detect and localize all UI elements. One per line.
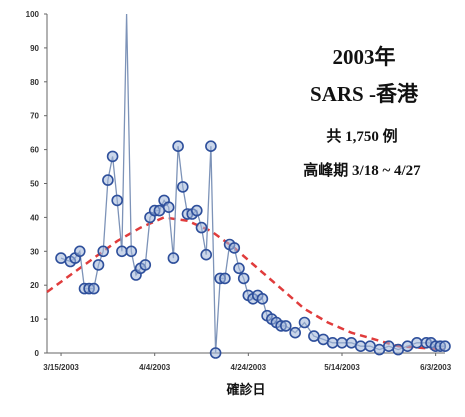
x-axis-ticks: 3/15/2003 4/4/2003 4/24/2003 5/14/2003 6/3/2…	[43, 353, 452, 372]
daily-cases-point	[401, 340, 414, 353]
daily-cases-point	[256, 292, 269, 305]
y-tick-label: 100	[26, 10, 40, 19]
daily-cases-point	[205, 140, 217, 152]
daily-cases-point	[392, 343, 405, 356]
annotation-block: 2003年 SARS -香港 共 1,750 例 高峰期 3/18 ~ 4/27	[303, 45, 421, 179]
daily-cases-point	[139, 259, 152, 271]
daily-cases-point	[345, 336, 358, 349]
daily-cases-point	[382, 340, 395, 353]
y-tick-label: 40	[30, 213, 39, 222]
daily-cases-point	[177, 181, 189, 193]
x-tick-label: 4/4/2003	[139, 363, 171, 372]
daily-cases-point	[326, 336, 339, 349]
y-tick-label: 50	[30, 180, 39, 189]
x-tick-label: 4/24/2003	[231, 363, 267, 372]
daily-cases-point	[111, 194, 123, 207]
daily-cases-point	[88, 282, 100, 295]
daily-cases-point	[191, 204, 203, 217]
daily-cases-point	[195, 221, 208, 234]
annotation-year: 2003年	[333, 45, 396, 69]
y-tick-label: 0	[35, 349, 40, 358]
y-tick-label: 30	[30, 247, 39, 256]
daily-cases-point	[439, 340, 451, 353]
daily-cases-point	[153, 204, 166, 217]
trend-dashed-line	[46, 216, 446, 351]
annotation-disease-region: SARS -香港	[310, 82, 419, 106]
daily-cases-point	[298, 316, 311, 329]
daily-cases-point	[125, 245, 138, 258]
daily-cases-point	[102, 174, 114, 186]
daily-cases-point	[308, 330, 320, 342]
daily-cases-point	[167, 252, 180, 264]
daily-cases-point	[74, 245, 86, 258]
daily-cases-point	[116, 245, 128, 258]
daily-cases-point	[233, 262, 245, 275]
y-tick-label: 80	[30, 78, 39, 87]
daily-cases-point	[336, 336, 348, 349]
x-tick-label: 3/15/2003	[43, 363, 79, 372]
annotation-peak-period: 高峰期 3/18 ~ 4/27	[303, 161, 421, 179]
daily-cases-point	[317, 333, 330, 346]
daily-cases-point	[162, 201, 175, 213]
daily-cases-point	[55, 252, 67, 264]
daily-cases-point	[228, 242, 241, 254]
y-tick-label: 90	[30, 44, 39, 53]
daily-cases-point	[279, 320, 292, 332]
daily-cases-point	[289, 326, 302, 339]
x-tick-label: 6/3/2003	[420, 363, 452, 372]
daily-cases-point	[172, 140, 184, 152]
y-tick-label: 10	[30, 315, 39, 324]
annotation-total-cases: 共 1,750 例	[326, 127, 397, 145]
daily-cases-point	[237, 272, 250, 285]
daily-cases-point	[219, 272, 231, 285]
daily-cases-point	[97, 245, 109, 258]
daily-cases-point	[354, 340, 367, 353]
daily-cases-point	[200, 248, 212, 261]
series-layer	[46, 13, 451, 359]
daily-cases-point	[209, 347, 222, 359]
daily-cases-point	[92, 259, 105, 271]
y-tick-label: 60	[30, 146, 39, 155]
daily-cases-point	[106, 150, 119, 163]
x-tick-label: 5/14/2003	[324, 363, 360, 372]
y-tick-label: 70	[30, 112, 39, 121]
y-tick-label: 20	[30, 281, 39, 290]
daily-cases-point	[373, 343, 386, 356]
daily-cases-point	[411, 336, 423, 349]
y-axis-ticks: 0 10 20 30 40 50 60 70 80 90 100	[26, 10, 47, 358]
daily-cases-point	[364, 340, 376, 353]
x-axis-title: 確診日	[226, 382, 265, 398]
